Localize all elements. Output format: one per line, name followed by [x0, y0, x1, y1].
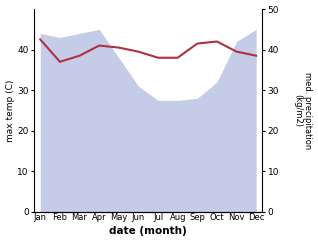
- Y-axis label: max temp (C): max temp (C): [5, 79, 15, 142]
- Y-axis label: med. precipitation
(kg/m2): med. precipitation (kg/m2): [293, 72, 313, 149]
- X-axis label: date (month): date (month): [109, 227, 187, 236]
